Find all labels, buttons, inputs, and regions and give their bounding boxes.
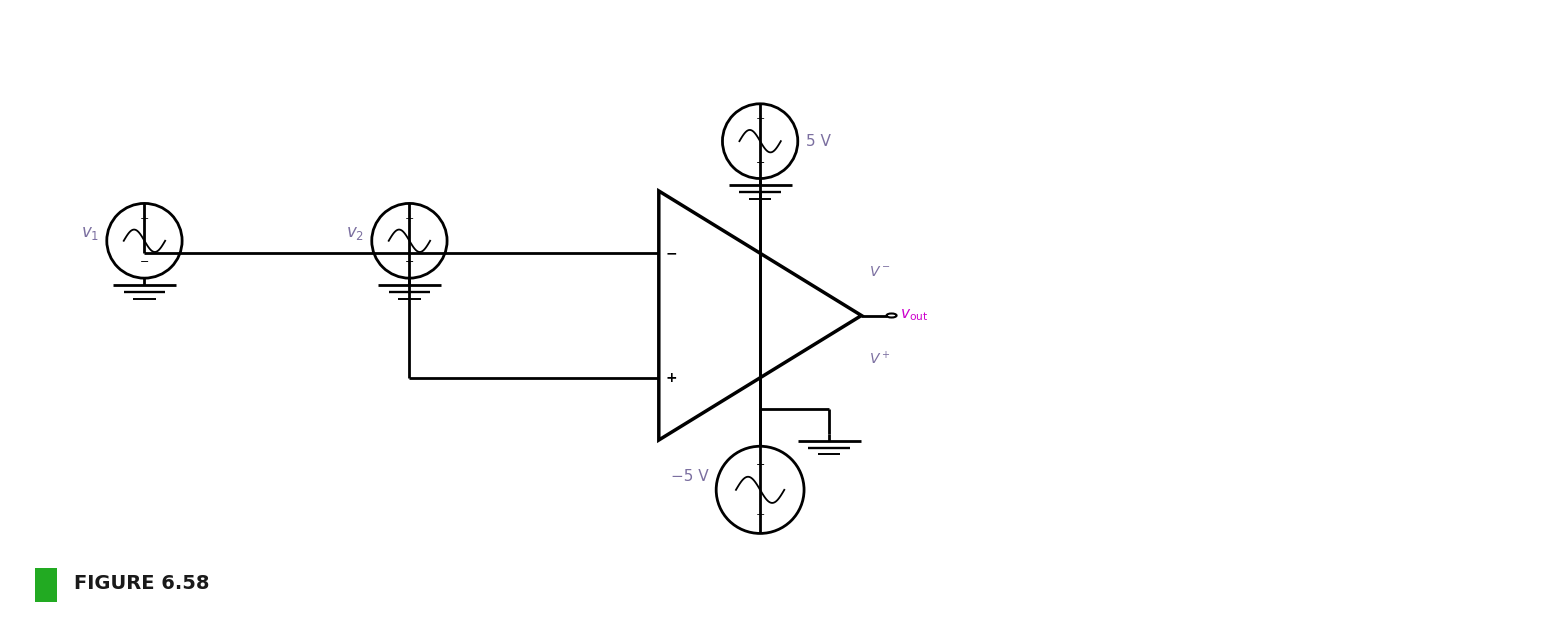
Text: $v_{\mathrm{out}}$: $v_{\mathrm{out}}$ (901, 308, 929, 323)
Text: +: + (139, 214, 149, 224)
Text: −5 V: −5 V (671, 469, 708, 484)
Text: +: + (755, 114, 765, 124)
Text: 5 V: 5 V (805, 134, 831, 149)
Text: −: − (666, 246, 677, 260)
Text: −: − (755, 459, 765, 469)
Text: $V^+$: $V^+$ (870, 350, 890, 368)
Text: −: − (755, 158, 765, 168)
Text: +: + (666, 371, 677, 385)
Text: $V^-$: $V^-$ (870, 265, 890, 279)
Text: +: + (404, 214, 414, 224)
Text: −: − (139, 257, 149, 268)
Text: −: − (404, 257, 414, 268)
Bar (36, 568, 56, 602)
Text: FIGURE 6.58: FIGURE 6.58 (74, 574, 210, 593)
Text: $v_1$: $v_1$ (81, 224, 99, 242)
Text: +: + (755, 510, 765, 520)
Text: $v_2$: $v_2$ (346, 224, 364, 242)
